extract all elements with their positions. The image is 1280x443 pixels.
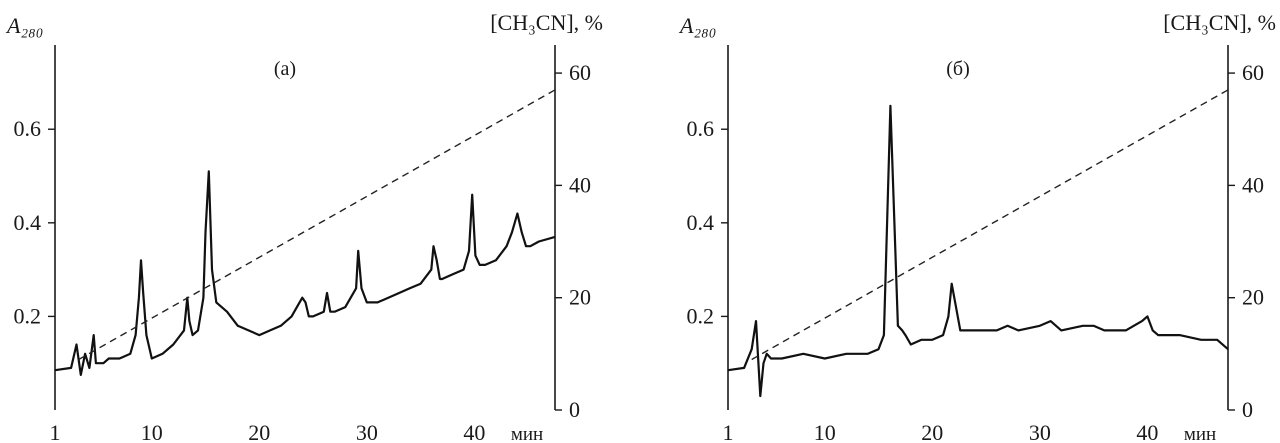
acetonitrile-gradient-line [78, 89, 556, 361]
x-tick-label: 1 [50, 420, 61, 443]
y-left-tick-label: 0.4 [687, 210, 715, 235]
panel-label: (б) [946, 58, 970, 80]
y-right-tick-label: 60 [569, 60, 591, 85]
x-axis-title: мин [511, 424, 543, 443]
y-left-axis-title: A₂₈₀ [5, 13, 43, 38]
y-left-tick-label: 0.4 [14, 210, 42, 235]
panel-label: (а) [274, 58, 296, 80]
acetonitrile-gradient-line [751, 89, 1229, 361]
y-left-tick-label: 0.6 [687, 116, 715, 141]
x-tick-label: 30 [356, 420, 378, 443]
y-right-tick-label: 60 [1242, 60, 1264, 85]
x-tick-label: 10 [141, 420, 163, 443]
y-right-tick-label: 20 [1242, 285, 1264, 310]
absorbance-trace [54, 170, 556, 376]
x-tick-label: 40 [463, 420, 485, 443]
absorbance-trace [727, 104, 1229, 398]
x-tick-label: 40 [1136, 420, 1158, 443]
chart-panel-a: 1 10 20 30 40 мин 0.2 0.4 0.6 0 20 40 60 A₂₈₀ [CH₃CN],… [5, 10, 603, 443]
y-right-axis-title: [CH₃CN], % [1163, 10, 1276, 35]
y-right-tick-label: 20 [569, 285, 591, 310]
x-tick-label: 10 [814, 420, 836, 443]
y-right-tick-label: 40 [1242, 172, 1264, 197]
y-left-tick-label: 0.2 [14, 303, 42, 328]
y-right-tick-label: 40 [569, 172, 591, 197]
x-tick-label: 1 [723, 420, 734, 443]
x-tick-label: 20 [921, 420, 943, 443]
y-right-tick-label: 0 [1242, 397, 1253, 422]
y-right-axis-title: [CH₃CN], % [490, 10, 603, 35]
chart-panel-b: 1 10 20 30 40 мин 0.2 0.4 0.6 0 20 40 60 A₂₈₀ [CH₃CN],… [678, 10, 1276, 443]
y-left-axis-title: A₂₈₀ [678, 13, 716, 38]
x-tick-label: 30 [1029, 420, 1051, 443]
x-tick-label: 20 [248, 420, 270, 443]
x-axis-title: мин [1184, 424, 1216, 443]
y-left-tick-label: 0.6 [14, 116, 42, 141]
y-right-tick-label: 0 [569, 397, 580, 422]
y-left-tick-label: 0.2 [687, 303, 715, 328]
